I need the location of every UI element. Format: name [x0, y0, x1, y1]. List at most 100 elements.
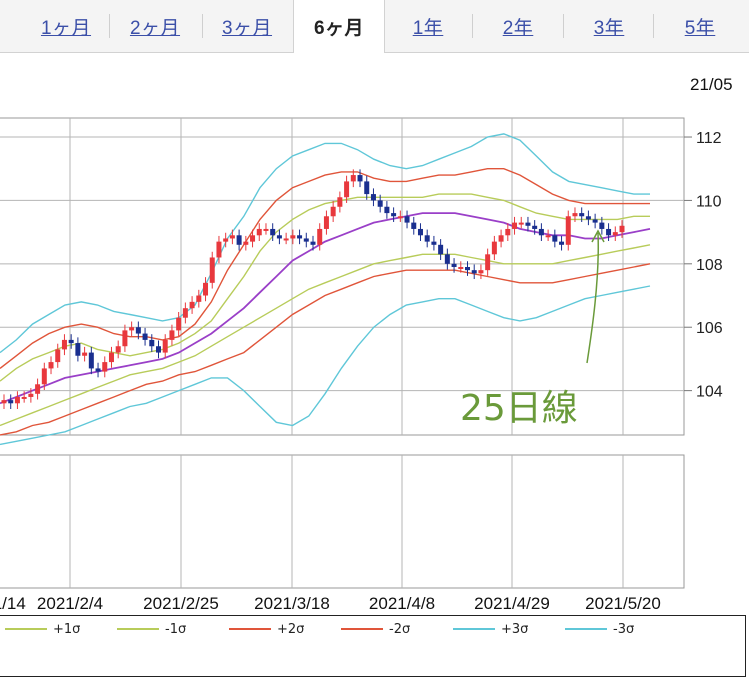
- candle-body: [82, 352, 88, 356]
- candle-body: [377, 200, 383, 207]
- candle-body: [223, 238, 229, 242]
- tab-label: 3年: [593, 17, 625, 39]
- candle-body: [370, 194, 376, 201]
- x-tick-label: 2021/2/25: [143, 594, 219, 613]
- candle-body: [21, 396, 27, 399]
- candle-body: [216, 241, 222, 258]
- x-axis: 2021/1/14 2021/2/4 2021/2/25 2021/3/18 2021/…: [0, 594, 661, 613]
- candle-body: [572, 213, 578, 217]
- candle-body: [115, 346, 121, 353]
- legend-label: -2σ: [389, 621, 411, 637]
- candle-body: [323, 216, 329, 229]
- candlesticks: [1, 169, 625, 410]
- legend-swatch: [117, 628, 159, 630]
- x-tick-label: 2021/3/18: [254, 594, 330, 613]
- candle-body: [545, 235, 551, 238]
- bollinger-bands: [0, 133, 651, 446]
- candle-body: [619, 225, 625, 233]
- candle-body: [176, 317, 182, 331]
- candle-body: [417, 228, 423, 236]
- candle-body: [451, 263, 457, 267]
- tab-label: 2年: [502, 17, 534, 39]
- x-tick-label: 2021/4/8: [369, 594, 435, 613]
- candle-body: [75, 343, 81, 356]
- series-line-1: [0, 167, 650, 369]
- tab-separator: [109, 14, 110, 38]
- ma25-annotation: 25日線: [460, 229, 605, 429]
- y-tick-label: 106: [696, 320, 723, 337]
- legend-item: +2σ: [229, 620, 304, 638]
- tab-label: 2ヶ月: [129, 17, 181, 39]
- candle-body: [162, 339, 168, 353]
- legend-label: +2σ: [277, 621, 305, 637]
- candle-body: [14, 396, 20, 404]
- y-tick-label: 108: [696, 257, 723, 274]
- candle-body: [579, 213, 585, 217]
- annotation-label: 25日線: [460, 388, 578, 429]
- candle-body: [41, 368, 47, 385]
- candle-body: [243, 241, 249, 245]
- x-tick-label: 2021/1/14: [0, 594, 26, 613]
- y-tick-label: 104: [696, 384, 723, 401]
- candle-body: [35, 384, 41, 394]
- series-line-6: [0, 285, 651, 446]
- tab-label: 1年: [412, 17, 444, 39]
- tab-label: 6ヶ月: [313, 18, 365, 39]
- candle-body: [236, 235, 242, 245]
- candle-body: [142, 333, 148, 340]
- legend-item: -2σ: [341, 620, 410, 638]
- candle-body: [538, 228, 544, 236]
- candle-body: [290, 235, 296, 239]
- candle-body: [108, 352, 114, 363]
- candle-body: [505, 228, 511, 236]
- candle-body: [55, 349, 61, 363]
- tab-separator: [653, 14, 654, 38]
- tab-period-6[interactable]: 3年: [565, 0, 653, 52]
- candle-body: [135, 327, 141, 334]
- legend-item: +3σ: [453, 620, 528, 638]
- tab-period-4[interactable]: 1年: [384, 0, 472, 52]
- legend-item: -1σ: [117, 620, 186, 638]
- x-tick-label: 2021/5/20: [585, 594, 661, 613]
- tab-period-1[interactable]: 2ヶ月: [111, 0, 199, 52]
- candle-body: [169, 330, 175, 340]
- candle-body: [203, 282, 209, 296]
- candle-body: [431, 241, 437, 245]
- tab-period-0[interactable]: 1ヶ月: [22, 0, 110, 52]
- y-tick-label: 110: [696, 193, 722, 210]
- candle-body: [438, 244, 444, 255]
- period-tab-bar: 1ヶ月 2ヶ月 3ヶ月 6ヶ月 1年 2年 3年 5年: [0, 0, 749, 53]
- candle-body: [283, 238, 289, 241]
- candle-body: [364, 181, 370, 195]
- candle-body: [478, 270, 484, 274]
- candle-body: [102, 362, 108, 372]
- tab-label: 3ヶ月: [221, 17, 273, 39]
- candle-body: [424, 235, 430, 242]
- annotation-arrow: [586, 232, 600, 364]
- candle-body: [122, 330, 128, 347]
- candle-body: [397, 216, 403, 219]
- candle-body: [384, 206, 390, 214]
- candle-body: [310, 241, 316, 245]
- x-tick-label: 2021/4/29: [474, 594, 550, 613]
- tab-period-5[interactable]: 2年: [474, 0, 562, 52]
- tab-period-3[interactable]: 6ヶ月: [293, 0, 385, 53]
- tab-period-7[interactable]: 5年: [655, 0, 745, 52]
- tab-period-2[interactable]: 3ヶ月: [204, 0, 290, 52]
- legend-label: +3σ: [501, 621, 529, 637]
- series-line-4: [0, 244, 651, 427]
- candle-body: [317, 228, 323, 245]
- candle-body: [149, 339, 155, 347]
- legend-swatch: [229, 628, 271, 630]
- legend-label: +1σ: [53, 621, 81, 637]
- candle-body: [552, 235, 558, 242]
- candle-body: [129, 327, 135, 331]
- candle-body: [532, 225, 538, 229]
- candle-body: [350, 175, 356, 182]
- candle-body: [28, 393, 34, 397]
- candle-body: [606, 228, 612, 236]
- legend-item: -3σ: [565, 620, 634, 638]
- candle-body: [196, 295, 202, 302]
- candle-body: [209, 257, 215, 283]
- candle-body: [565, 216, 571, 245]
